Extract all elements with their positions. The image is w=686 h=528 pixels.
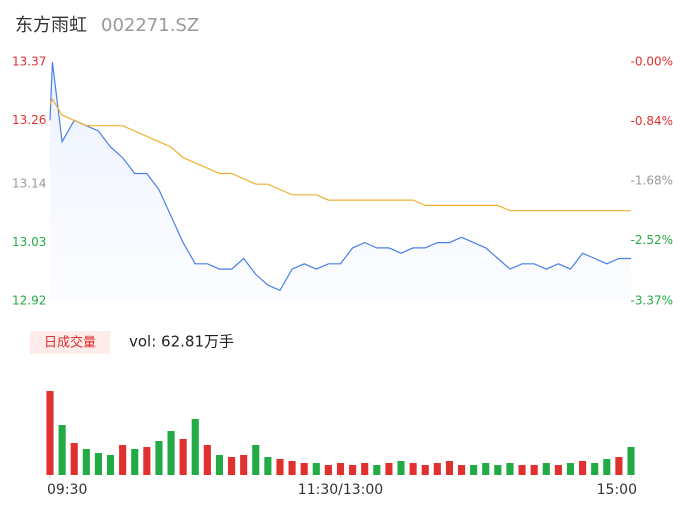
volume-bar (179, 439, 187, 475)
volume-bar (518, 465, 526, 475)
price-line (49, 61, 631, 292)
y2-tick-label: -3.37% (631, 294, 673, 308)
volume-bar (312, 463, 320, 475)
volume-bar (445, 461, 453, 475)
volume-bar (457, 465, 466, 475)
volume-bar (58, 425, 66, 475)
price-area (50, 62, 631, 301)
volume-bar (554, 465, 562, 475)
volume-total: vol: 62.81万手 (129, 333, 234, 351)
volume-bar (530, 465, 538, 475)
volume-bar (167, 431, 175, 475)
volume-bar (603, 459, 611, 475)
volume-bar (385, 463, 393, 475)
volume-bar (240, 455, 248, 475)
volume-bar (361, 463, 369, 475)
x-tick-label: 09:30 (47, 482, 87, 498)
volume-label-bg (30, 331, 110, 354)
volume-bar (494, 465, 502, 475)
y2-tick-label: -0.84% (631, 114, 673, 128)
volume-bar (106, 455, 115, 475)
volume-bar (397, 461, 405, 475)
y2-tick-label: -2.52% (631, 233, 673, 247)
stock-code: 002271.SZ (101, 15, 199, 36)
volume-bar (373, 465, 381, 475)
volume-bar (119, 445, 127, 475)
volume-bar (215, 455, 224, 475)
volume-bar (70, 443, 78, 475)
volume-bar (252, 445, 260, 475)
volume-bar (421, 465, 429, 475)
x-tick-label: 15:00 (597, 482, 637, 498)
y-tick-label: 13.26 (12, 113, 46, 127)
x-tick-label: 11:30/13:00 (298, 482, 383, 498)
volume-bar (288, 461, 296, 475)
volume-bar (276, 459, 284, 475)
volume-bar (155, 441, 163, 475)
volume-bar (409, 463, 417, 475)
volume-bar (591, 463, 599, 475)
volume-bar (228, 457, 236, 475)
y2-tick-label: -1.68% (631, 174, 673, 188)
volume-bar (264, 457, 272, 475)
y-tick-label: 12.92 (12, 294, 46, 308)
y-tick-label: 13.03 (12, 235, 46, 249)
volume-bar (506, 463, 514, 475)
volume-bar (579, 461, 587, 475)
volume-bar (615, 457, 623, 475)
average-line (49, 97, 631, 212)
volume-bar (627, 447, 635, 475)
volume-bar (482, 463, 490, 475)
volume-bar (203, 445, 211, 475)
volume-bar (433, 463, 441, 475)
volume-bar (46, 391, 54, 475)
volume-bar (94, 453, 102, 475)
volume-bar (300, 463, 308, 475)
volume-bar (131, 449, 139, 475)
volume-label: 日成交量 (44, 335, 96, 351)
volume-bar (191, 419, 199, 475)
volume-bar (566, 463, 575, 475)
y-tick-label: 13.37 (12, 55, 46, 69)
volume-bar (542, 463, 550, 475)
volume-bar (336, 463, 345, 475)
y-tick-label: 13.14 (12, 177, 46, 191)
volume-bar (470, 465, 478, 475)
volume-bar (143, 447, 151, 475)
y2-tick-label: -0.00% (631, 55, 673, 69)
volume-bar (82, 449, 90, 475)
volume-bar (349, 465, 357, 475)
stock-name: 东方雨虹 (15, 15, 87, 36)
volume-bar (324, 465, 332, 475)
